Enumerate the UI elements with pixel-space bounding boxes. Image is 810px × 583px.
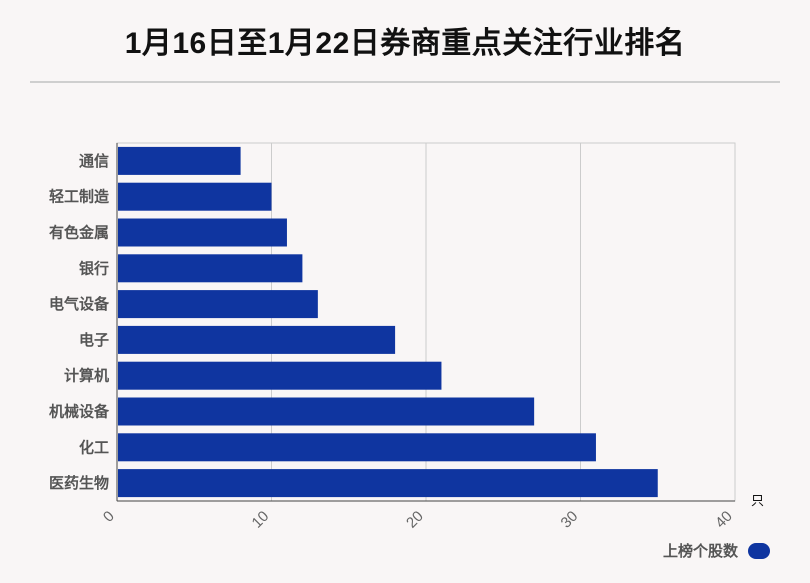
y-category-label: 电子 [79,331,109,349]
title-divider [30,81,780,83]
y-category-label: 化工 [79,438,109,456]
y-category-label: 电气设备 [49,295,110,313]
y-category-label: 医药生物 [49,474,109,492]
bar [118,469,658,498]
y-category-label: 通信 [79,152,109,170]
y-category-label: 机械设备 [49,403,110,421]
x-unit-label: 只 [751,493,764,508]
x-tick-label: 0 [100,508,118,526]
x-tick-label: 30 [558,508,582,532]
legend-swatch [748,542,770,559]
y-category-label: 计算机 [64,367,109,385]
chart-title: 1月16日至1月22日券商重点关注行业排名 [124,27,686,60]
bar [118,218,287,247]
y-category-label: 银行 [79,259,109,277]
bar [118,433,596,462]
x-tick-label: 20 [403,508,427,532]
bar [118,397,535,426]
y-category-label: 有色金属 [49,224,109,242]
bar [118,361,442,390]
bar [118,254,303,283]
legend-label: 上榜个股数 [662,543,738,560]
y-category-label: 轻工制造 [49,188,109,206]
bar [118,290,318,319]
x-tick-label: 10 [249,508,273,532]
x-tick-label: 40 [712,508,736,532]
bar [118,182,272,211]
bar [118,146,241,175]
bar [118,325,396,354]
legend[interactable]: 上榜个股数 [663,540,770,561]
